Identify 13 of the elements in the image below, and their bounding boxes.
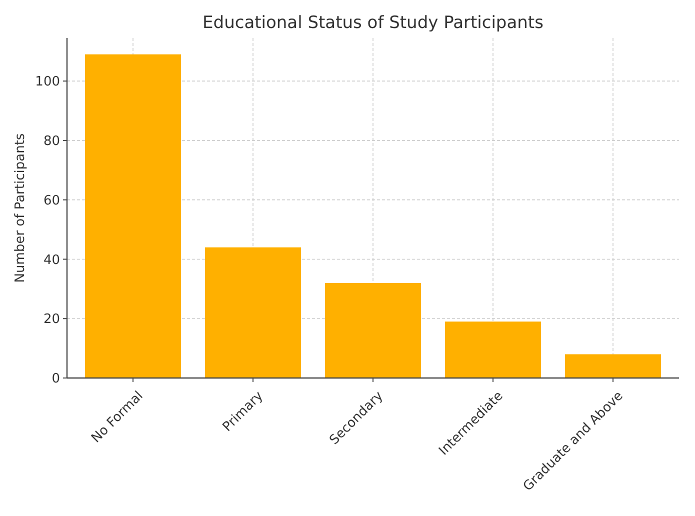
y-tick-label: 60 [43,193,60,208]
bar [565,354,661,378]
bar [205,247,301,378]
chart-title: Educational Status of Study Participants [202,13,544,33]
bar [325,282,421,378]
y-tick-label: 100 [35,74,60,90]
y-tick-label: 0 [52,372,60,387]
bar [445,322,541,378]
bar [85,54,181,378]
y-tick-label: 20 [43,312,60,328]
y-axis-title: Number of Participants [13,133,28,283]
y-tick-label: 80 [43,134,60,149]
y-tick-label: 40 [43,252,60,268]
